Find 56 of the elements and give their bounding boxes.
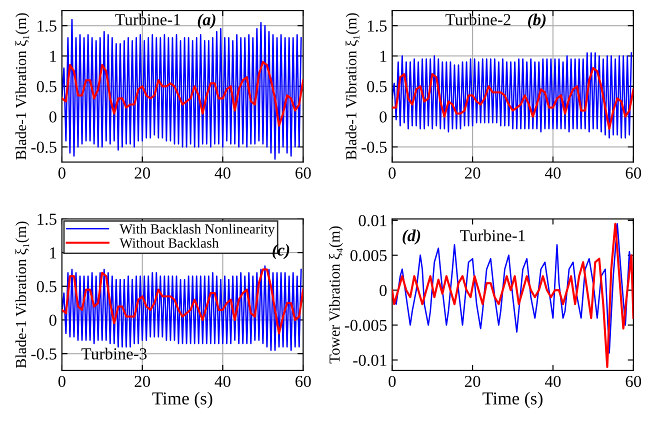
line-series bbox=[392, 52, 632, 139]
y-tick-label: 0.005 bbox=[350, 250, 387, 262]
annotation: (d) bbox=[402, 230, 420, 245]
y-tick-label: -0.5 bbox=[362, 142, 387, 153]
line-series bbox=[62, 268, 304, 334]
y-axis-title: Blade-1 Vibration ξ₁(m) bbox=[15, 13, 30, 160]
legend-label: Without Backlash bbox=[120, 238, 219, 248]
x-tick-label: 0 bbox=[388, 167, 396, 179]
y-tick-label: 0.5 bbox=[367, 81, 387, 92]
annotation: Turbine-1 bbox=[115, 14, 180, 26]
y-tick-label: -0.5 bbox=[31, 348, 56, 360]
legend-label: With Backlash Nonlinearity bbox=[120, 224, 275, 236]
x-tick-label: 60 bbox=[296, 167, 311, 179]
y-tick-label: 1.5 bbox=[368, 20, 387, 32]
line-series bbox=[62, 61, 304, 127]
x-tick-label: 0 bbox=[58, 167, 66, 179]
y-tick-label: 0.01 bbox=[358, 215, 386, 226]
annotation: (b) bbox=[528, 14, 546, 29]
x-axis-title: Time (s) bbox=[482, 392, 542, 408]
x-axis-title: Time (s) bbox=[152, 392, 212, 408]
y-tick-label: 1.5 bbox=[38, 214, 56, 225]
annotation: Turbine-3 bbox=[82, 348, 147, 360]
x-tick-label: 60 bbox=[626, 376, 642, 388]
annotation: (c) bbox=[272, 244, 290, 260]
y-tick-label: -0.01 bbox=[353, 354, 386, 366]
x-tick-label: 40 bbox=[544, 376, 561, 388]
x-tick-label: 40 bbox=[214, 167, 230, 179]
y-tick-label: 1 bbox=[50, 247, 56, 258]
annotation: Turbine-2 bbox=[446, 14, 510, 26]
x-tick-label: 20 bbox=[464, 167, 480, 179]
y-tick-label: 0 bbox=[380, 284, 387, 296]
annotation: (a) bbox=[198, 14, 216, 29]
x-tick-label: 20 bbox=[134, 167, 150, 179]
y-tick-label: 1 bbox=[50, 50, 56, 62]
x-tick-label: 60 bbox=[296, 376, 311, 388]
line-series bbox=[392, 67, 634, 130]
x-tick-label: 60 bbox=[626, 167, 642, 179]
y-axis-title: Tower Vibration ξ₄(m) bbox=[328, 226, 343, 364]
y-tick-label: 0.5 bbox=[36, 280, 56, 292]
x-tick-label: 20 bbox=[464, 376, 480, 388]
y-axis-title: Blade-1 Vibration ξ₁(m) bbox=[15, 222, 30, 368]
y-axis-title: Blade-1 Vibration ξ₁(m) bbox=[346, 13, 360, 160]
x-tick-label: 40 bbox=[214, 376, 230, 388]
y-tick-label: 0 bbox=[49, 111, 56, 123]
y-tick-label: 1.5 bbox=[38, 20, 56, 32]
x-tick-label: 0 bbox=[388, 376, 396, 388]
x-tick-label: 40 bbox=[544, 167, 561, 179]
x-tick-label: 0 bbox=[58, 376, 66, 388]
x-tick-label: 20 bbox=[134, 376, 150, 388]
y-tick-label: -0.5 bbox=[31, 142, 56, 153]
y-tick-label: 0 bbox=[49, 314, 56, 326]
y-tick-label: -0.005 bbox=[344, 320, 387, 332]
y-tick-label: 0 bbox=[380, 111, 387, 123]
y-tick-label: 1 bbox=[380, 50, 386, 62]
annotation: Turbine-1 bbox=[460, 230, 525, 242]
y-tick-label: 0.5 bbox=[36, 81, 56, 92]
